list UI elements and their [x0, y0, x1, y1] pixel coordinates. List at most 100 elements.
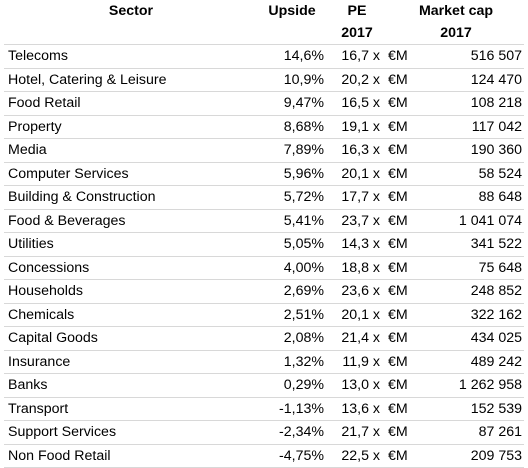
cell-market-cap: 1 041 074 — [420, 209, 524, 233]
cell-currency: €M — [388, 326, 420, 351]
table-row: Computer Services 5,96% 20,1 x €M 58 524 — [4, 162, 524, 186]
header-market-cap: Market cap — [418, 3, 494, 19]
cell-sector: Food Retail — [4, 91, 258, 116]
cell-market-cap: 516 507 — [420, 44, 524, 69]
cell-pe: 23,7 x — [326, 209, 388, 233]
cell-upside: 0,29% — [258, 373, 326, 398]
cell-sector: Utilities — [4, 232, 258, 257]
table-header: Sector Upside PE Market cap 2017 2017 — [4, 0, 524, 45]
cell-market-cap: 341 522 — [420, 232, 524, 257]
header-sector: Sector — [108, 3, 154, 19]
cell-market-cap: 209 753 — [420, 444, 524, 468]
cell-sector: Telecoms — [4, 44, 258, 69]
cell-currency: €M — [388, 138, 420, 163]
table-row: Property 8,68% 19,1 x €M 117 042 — [4, 115, 524, 139]
cell-pe: 13,6 x — [326, 397, 388, 421]
table-row: Households 2,69% 23,6 x €M 248 852 — [4, 279, 524, 304]
cell-currency: €M — [388, 444, 420, 468]
table-row: Capital Goods 2,08% 21,4 x €M 434 025 — [4, 326, 524, 351]
cell-market-cap: 58 524 — [420, 162, 524, 186]
table-row: Non Food Retail -4,75% 22,5 x €M 209 753 — [4, 444, 524, 468]
cell-upside: 2,51% — [258, 303, 326, 327]
cell-market-cap: 489 242 — [420, 350, 524, 374]
cell-currency: €M — [388, 279, 420, 304]
cell-sector: Capital Goods — [4, 326, 258, 351]
header-pe: PE — [347, 3, 367, 19]
cell-upside: 1,32% — [258, 350, 326, 374]
table-row: Media 7,89% 16,3 x €M 190 360 — [4, 138, 524, 163]
cell-pe: 21,4 x — [326, 326, 388, 351]
cell-currency: €M — [388, 232, 420, 257]
cell-market-cap: 1 262 958 — [420, 373, 524, 398]
cell-sector: Concessions — [4, 256, 258, 280]
cell-currency: €M — [388, 68, 420, 92]
cell-pe: 20,1 x — [326, 303, 388, 327]
header-sector-spacer — [4, 22, 258, 45]
cell-currency: €M — [388, 115, 420, 139]
header-market-cap-year: 2017 — [388, 22, 524, 45]
cell-upside: 4,00% — [258, 256, 326, 280]
table-row: Utilities 5,05% 14,3 x €M 341 522 — [4, 232, 524, 257]
cell-sector: Support Services — [4, 420, 258, 445]
cell-market-cap: 190 360 — [420, 138, 524, 163]
cell-currency: €M — [388, 185, 420, 210]
cell-market-cap: 152 539 — [420, 397, 524, 421]
cell-upside: 5,72% — [258, 185, 326, 210]
table-row: Support Services -2,34% 21,7 x €M 87 261 — [4, 420, 524, 445]
table-row: Building & Construction 5,72% 17,7 x €M 88 6… — [4, 185, 524, 210]
table-row: Food Retail 9,47% 16,5 x €M 108 218 — [4, 91, 524, 116]
cell-upside: 14,6% — [258, 44, 326, 69]
cell-sector: Media — [4, 138, 258, 163]
cell-currency: €M — [388, 256, 420, 280]
cell-sector: Non Food Retail — [4, 444, 258, 468]
table-body: Telecoms 14,6% 16,7 x €M 516 507 Hotel, Cater… — [4, 44, 524, 468]
cell-upside: 9,47% — [258, 91, 326, 116]
table-row: Telecoms 14,6% 16,7 x €M 516 507 — [4, 44, 524, 69]
header-pe-year: 2017 — [326, 22, 388, 45]
cell-market-cap: 434 025 — [420, 326, 524, 351]
cell-market-cap: 75 648 — [420, 256, 524, 280]
table-row: Hotel, Catering & Leisure 10,9% 20,2 x €M 12… — [4, 68, 524, 92]
cell-market-cap: 117 042 — [420, 115, 524, 139]
cell-market-cap: 322 162 — [420, 303, 524, 327]
cell-sector: Food & Beverages — [4, 209, 258, 233]
cell-currency: €M — [388, 303, 420, 327]
cell-market-cap: 87 261 — [420, 420, 524, 445]
cell-upside: -4,75% — [258, 444, 326, 468]
cell-market-cap: 108 218 — [420, 91, 524, 116]
cell-sector: Transport — [4, 397, 258, 421]
cell-pe: 20,1 x — [326, 162, 388, 186]
cell-pe: 22,5 x — [326, 444, 388, 468]
cell-currency: €M — [388, 350, 420, 374]
table-row: Transport -1,13% 13,6 x €M 152 539 — [4, 397, 524, 421]
cell-market-cap: 88 648 — [420, 185, 524, 210]
cell-upside: 8,68% — [258, 115, 326, 139]
table-row: Chemicals 2,51% 20,1 x €M 322 162 — [4, 303, 524, 327]
cell-sector: Households — [4, 279, 258, 304]
cell-sector: Banks — [4, 373, 258, 398]
cell-currency: €M — [388, 209, 420, 233]
cell-market-cap: 248 852 — [420, 279, 524, 304]
cell-market-cap: 124 470 — [420, 68, 524, 92]
table-row: Insurance 1,32% 11,9 x €M 489 242 — [4, 350, 524, 374]
cell-upside: 7,89% — [258, 138, 326, 163]
header-upside-spacer — [258, 22, 326, 45]
cell-pe: 11,9 x — [326, 350, 388, 374]
cell-pe: 23,6 x — [326, 279, 388, 304]
cell-sector: Property — [4, 115, 258, 139]
cell-currency: €M — [388, 91, 420, 116]
cell-pe: 16,5 x — [326, 91, 388, 116]
cell-sector: Building & Construction — [4, 185, 258, 210]
sector-table-sheet: Sector Upside PE Market cap 2017 2017 Te… — [4, 0, 524, 468]
table-row: Banks 0,29% 13,0 x €M 1 262 958 — [4, 373, 524, 398]
cell-pe: 20,2 x — [326, 68, 388, 92]
cell-currency: €M — [388, 162, 420, 186]
table-row: Concessions 4,00% 18,8 x €M 75 648 — [4, 256, 524, 280]
cell-currency: €M — [388, 420, 420, 445]
cell-upside: 5,96% — [258, 162, 326, 186]
cell-sector: Hotel, Catering & Leisure — [4, 68, 258, 92]
cell-currency: €M — [388, 44, 420, 69]
cell-pe: 13,0 x — [326, 373, 388, 398]
cell-pe: 21,7 x — [326, 420, 388, 445]
cell-sector: Computer Services — [4, 162, 258, 186]
